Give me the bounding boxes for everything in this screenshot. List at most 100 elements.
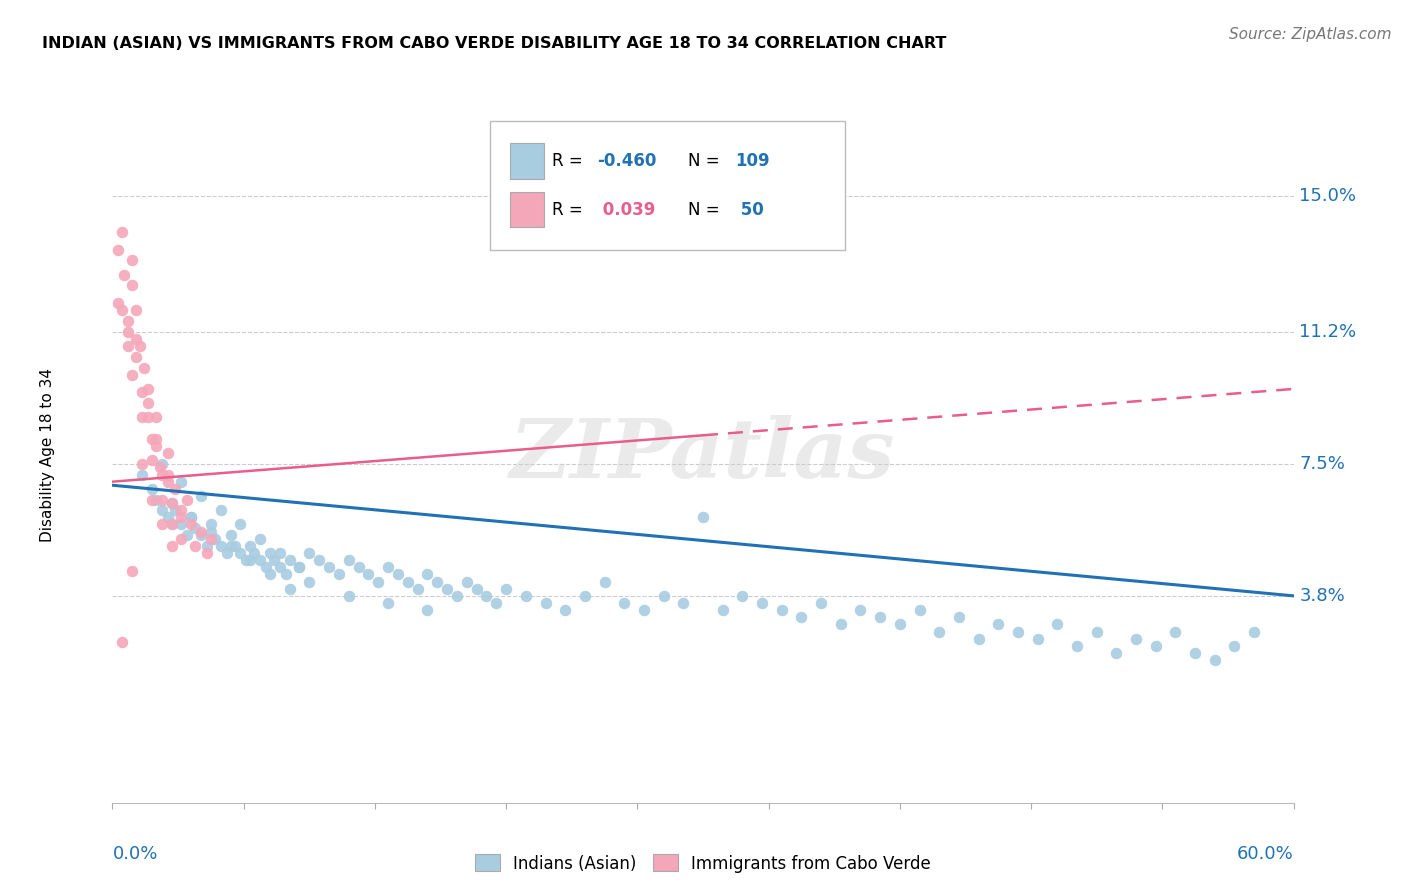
Point [209, 539, 232, 553]
Point [495, 582, 517, 596]
Point [131, 410, 153, 425]
Point [269, 546, 291, 560]
Point [426, 574, 449, 589]
Point [298, 546, 321, 560]
Point [790, 610, 813, 624]
Point [328, 567, 350, 582]
Point [121, 368, 143, 382]
Point [145, 492, 167, 507]
Point [456, 574, 478, 589]
Text: Source: ZipAtlas.com: Source: ZipAtlas.com [1229, 27, 1392, 42]
Point [136, 410, 159, 425]
Point [131, 457, 153, 471]
Legend: Indians (Asian), Immigrants from Cabo Verde: Indians (Asian), Immigrants from Cabo Ve… [468, 847, 938, 880]
Point [200, 517, 222, 532]
Point [928, 624, 950, 639]
Text: INDIAN (ASIAN) VS IMMIGRANTS FROM CABO VERDE DISABILITY AGE 18 TO 34 CORRELATION: INDIAN (ASIAN) VS IMMIGRANTS FROM CABO V… [42, 36, 946, 51]
Point [184, 521, 207, 535]
Text: 7.5%: 7.5% [1299, 455, 1346, 473]
Point [1046, 617, 1069, 632]
Text: N =: N = [688, 201, 724, 219]
Point [170, 517, 193, 532]
Point [1223, 639, 1246, 653]
Point [121, 278, 143, 293]
Point [269, 560, 291, 574]
Point [243, 546, 266, 560]
Point [1125, 632, 1147, 646]
Point [121, 564, 143, 578]
Point [278, 582, 301, 596]
Text: 15.0%: 15.0% [1299, 187, 1357, 205]
Point [810, 596, 832, 610]
Text: 11.2%: 11.2% [1299, 323, 1357, 341]
Point [150, 517, 173, 532]
Point [200, 532, 222, 546]
Point [367, 574, 389, 589]
Point [150, 467, 173, 482]
Point [160, 496, 183, 510]
Point [987, 617, 1010, 632]
Point [170, 532, 193, 546]
Point [170, 503, 193, 517]
Point [150, 492, 173, 507]
Point [136, 396, 159, 410]
Point [145, 410, 167, 425]
Point [156, 510, 179, 524]
Point [176, 492, 198, 507]
Point [117, 339, 139, 353]
Point [249, 532, 271, 546]
Point [274, 567, 297, 582]
Point [416, 567, 439, 582]
Point [129, 339, 152, 353]
Text: R =: R = [551, 201, 588, 219]
Point [436, 582, 458, 596]
Point [534, 596, 557, 610]
Point [259, 567, 281, 582]
Point [515, 589, 537, 603]
Point [239, 539, 262, 553]
Point [711, 603, 734, 617]
Point [387, 567, 409, 582]
Point [180, 517, 202, 532]
Point [263, 553, 285, 567]
Point [160, 517, 183, 532]
Point [125, 350, 148, 364]
Point [869, 610, 891, 624]
Point [180, 510, 202, 524]
Text: 0.0%: 0.0% [112, 845, 157, 863]
Point [149, 460, 172, 475]
Point [141, 482, 163, 496]
Point [465, 582, 488, 596]
Point [396, 574, 419, 589]
Point [165, 503, 187, 517]
Point [125, 303, 148, 318]
Point [117, 325, 139, 339]
Point [239, 553, 262, 567]
Point [141, 432, 163, 446]
Point [288, 560, 311, 574]
Text: 60.0%: 60.0% [1237, 845, 1294, 863]
Point [1184, 646, 1206, 660]
Point [1164, 624, 1187, 639]
Point [406, 582, 429, 596]
Point [830, 617, 852, 632]
Point [337, 589, 360, 603]
Point [190, 489, 212, 503]
Point [1243, 624, 1265, 639]
Text: N =: N = [688, 152, 724, 170]
Point [593, 574, 616, 589]
Point [1085, 624, 1108, 639]
Point [308, 553, 330, 567]
Point [176, 528, 198, 542]
Point [156, 446, 179, 460]
Point [111, 225, 134, 239]
Point [1026, 632, 1049, 646]
Point [1105, 646, 1128, 660]
Point [195, 546, 218, 560]
Point [160, 517, 183, 532]
Point [967, 632, 990, 646]
Point [145, 432, 167, 446]
Point [574, 589, 596, 603]
Text: ZIPatlas: ZIPatlas [510, 415, 896, 495]
Point [170, 510, 193, 524]
